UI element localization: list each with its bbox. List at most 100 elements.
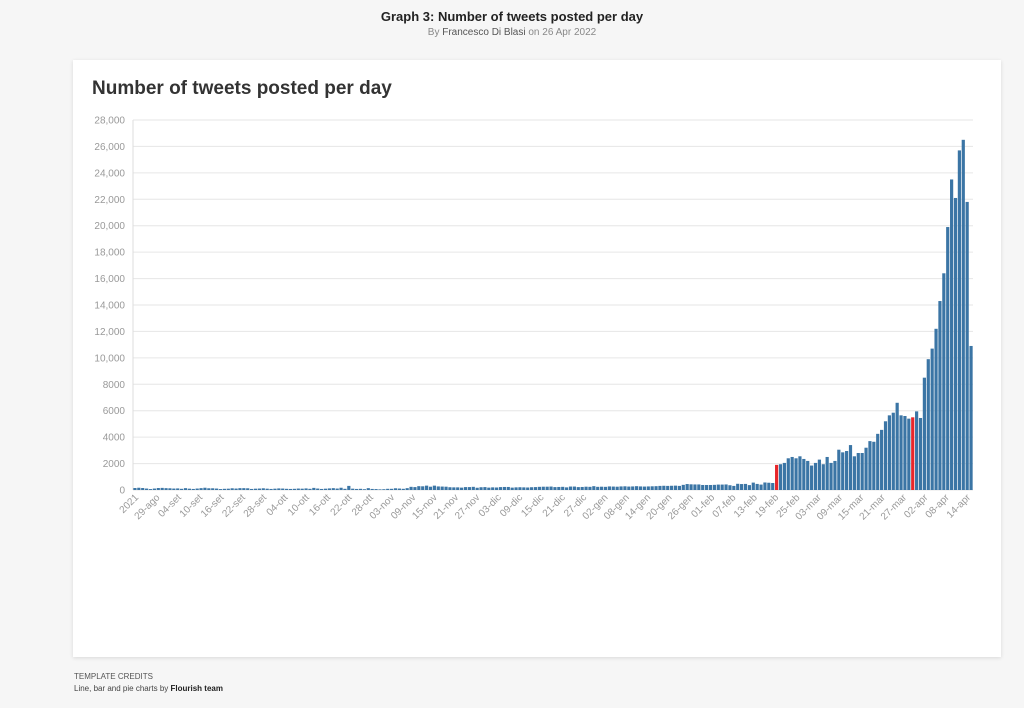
bar [759, 484, 763, 490]
bar [872, 441, 876, 490]
template-credits: Template credits Line, bar and pie chart… [74, 671, 223, 695]
bar [428, 486, 433, 490]
bar [576, 487, 580, 490]
bar [638, 486, 643, 490]
bar [374, 489, 378, 490]
bar [421, 486, 425, 490]
bar [533, 487, 538, 490]
bar [786, 458, 790, 490]
bar [164, 488, 168, 490]
y-tick-label: 4000 [103, 433, 126, 444]
bar [829, 462, 833, 490]
bar [650, 486, 654, 490]
bar [292, 488, 296, 490]
bar [405, 488, 409, 490]
bar [880, 429, 884, 491]
bar [899, 415, 903, 490]
bar [654, 486, 658, 490]
credits-link[interactable]: Flourish team [170, 684, 223, 693]
bar [218, 489, 223, 490]
bar [393, 488, 398, 490]
bar [471, 486, 475, 490]
bar [366, 488, 370, 490]
bar [841, 452, 845, 490]
bar [541, 486, 545, 490]
bar [133, 488, 137, 490]
bar [934, 328, 938, 490]
bar [693, 484, 697, 490]
bar [848, 445, 853, 490]
x-tick-label: 22-ott [329, 492, 355, 518]
bar [312, 487, 316, 490]
byline-prefix: By [427, 27, 440, 38]
x-tick-label: 09-dic [498, 492, 525, 519]
bar [199, 488, 203, 490]
bar [778, 464, 783, 490]
bar [767, 482, 771, 490]
bar [724, 484, 728, 490]
bar [436, 486, 440, 490]
bar [961, 139, 965, 490]
bar [782, 462, 786, 490]
bar [222, 488, 226, 490]
bar [491, 487, 495, 490]
bar [673, 485, 678, 490]
bar [965, 201, 969, 490]
bar [152, 488, 156, 490]
bar [343, 488, 347, 490]
bar [487, 487, 491, 490]
x-tick-label: 22-set [220, 492, 248, 520]
bar [771, 483, 775, 490]
bar [288, 488, 293, 490]
bar [526, 487, 530, 490]
bar [277, 488, 281, 490]
bar [207, 488, 211, 490]
bar [215, 488, 219, 490]
bar [716, 484, 720, 490]
bar [316, 488, 320, 490]
bar [895, 402, 899, 490]
y-tick-label: 20,000 [94, 221, 125, 232]
y-tick-label: 6000 [103, 406, 126, 417]
bar [137, 487, 141, 490]
bar [378, 489, 382, 490]
bar [506, 486, 510, 490]
bar [358, 488, 363, 490]
bar [331, 488, 335, 490]
bar [677, 485, 681, 490]
bar [903, 416, 907, 490]
bar [518, 487, 522, 490]
bar [806, 460, 810, 490]
bar [510, 487, 514, 490]
bar [817, 459, 821, 490]
bar [156, 488, 160, 490]
bar [456, 487, 460, 490]
bar [821, 464, 825, 490]
bar [837, 449, 841, 490]
bar [553, 487, 557, 490]
bar [347, 485, 351, 490]
bar [658, 485, 662, 490]
bar [736, 483, 740, 490]
bar [584, 486, 588, 490]
bar [600, 486, 604, 490]
x-tick-label: 16-ott [307, 492, 333, 518]
bar [868, 441, 872, 490]
bar [475, 487, 479, 490]
bar-chart: 0 2000 4000 6000 8000 10,000 12,000 14,000 16,00… [94, 116, 973, 523]
author-name: Francesco Di Blasi [442, 27, 526, 38]
bar [728, 485, 732, 490]
bar [211, 488, 215, 490]
bar [568, 486, 573, 490]
bar [891, 412, 895, 490]
bar [856, 453, 860, 490]
bar [401, 488, 405, 490]
credits-heading: Template credits [74, 672, 153, 681]
bar [619, 486, 623, 490]
bar [390, 488, 394, 490]
bar [545, 486, 549, 490]
bar [642, 486, 646, 490]
bar [922, 377, 926, 490]
bar [265, 488, 269, 490]
x-tick-label: 15-dic [519, 492, 546, 519]
